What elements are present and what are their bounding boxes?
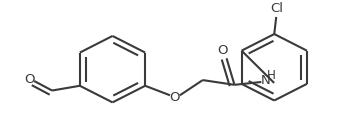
Text: Cl: Cl <box>271 2 284 15</box>
Text: H: H <box>267 69 276 82</box>
Text: O: O <box>217 44 228 57</box>
Text: N: N <box>260 74 270 87</box>
Text: O: O <box>24 73 35 86</box>
Text: O: O <box>170 91 180 104</box>
